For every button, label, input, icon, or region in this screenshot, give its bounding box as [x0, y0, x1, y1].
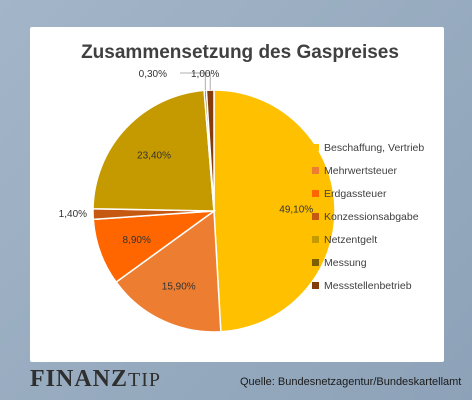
logo-text-tip: TIP	[128, 369, 162, 391]
legend-swatch-netzentgelt	[312, 236, 319, 243]
data-label-messung: 0,30%	[139, 69, 167, 80]
source-note: Quelle: Bundesnetzagentur/Bundeskartella…	[240, 376, 462, 388]
legend-label-messstellenbetrieb: Messstellenbetrieb	[324, 280, 412, 292]
logo-text-finanz: FINANZ	[30, 366, 129, 392]
data-label-konzessionsabgabe: 1,40%	[59, 209, 87, 220]
data-labels: 49,10% 15,90% 8,90% 1,40% 23,40% 0,30% 1,00%	[59, 69, 314, 292]
legend-label-messung: Messung	[324, 257, 367, 269]
legend-label-konzessionsabgabe: Konzessionsabgabe	[324, 211, 419, 223]
data-label-netzentgelt: 23,40%	[137, 151, 171, 162]
legend: Beschaffung, Vertrieb Mehrwertsteuer Erdga…	[312, 142, 424, 292]
data-label-mehrwertsteuer: 15,90%	[162, 281, 196, 292]
legend-swatch-beschaffung-vertrieb	[312, 144, 319, 151]
legend-swatch-konzessionsabgabe	[312, 213, 319, 220]
pie-slices	[92, 89, 336, 333]
chart-card: Zusammensetzung des Gaspreises 49,10% 15,…	[30, 27, 444, 362]
legend-label-netzentgelt: Netzentgelt	[324, 234, 377, 246]
pie-chart: Zusammensetzung des Gaspreises 49,10% 15,…	[59, 42, 424, 333]
data-label-messstellenbetrieb: 1,00%	[191, 69, 219, 80]
legend-label-mehrwertsteuer: Mehrwertsteuer	[324, 165, 397, 177]
legend-swatch-messstellenbetrieb	[312, 282, 319, 289]
legend-label-beschaffung-vertrieb: Beschaffung, Vertrieb	[324, 142, 424, 154]
data-label-erdgassteuer: 8,90%	[122, 235, 150, 246]
pie-slice-messstellenbetrieb	[205, 89, 215, 212]
legend-swatch-erdgassteuer	[312, 190, 319, 197]
data-label-beschaffung-vertrieb: 49,10%	[279, 205, 313, 216]
legend-swatch-messung	[312, 259, 319, 266]
legend-label-erdgassteuer: Erdgassteuer	[324, 188, 387, 200]
pie-slice-mehrwertsteuer	[115, 209, 222, 333]
pie-slice-beschaffung-vertrieb	[213, 89, 336, 333]
chart-title: Zusammensetzung des Gaspreises	[81, 42, 399, 63]
finanztip-logo: FINANZTIP	[30, 366, 161, 393]
leader-line-messstellenbetrieb	[192, 72, 211, 91]
pie-slice-netzentgelt	[92, 89, 215, 212]
legend-swatch-mehrwertsteuer	[312, 167, 319, 174]
